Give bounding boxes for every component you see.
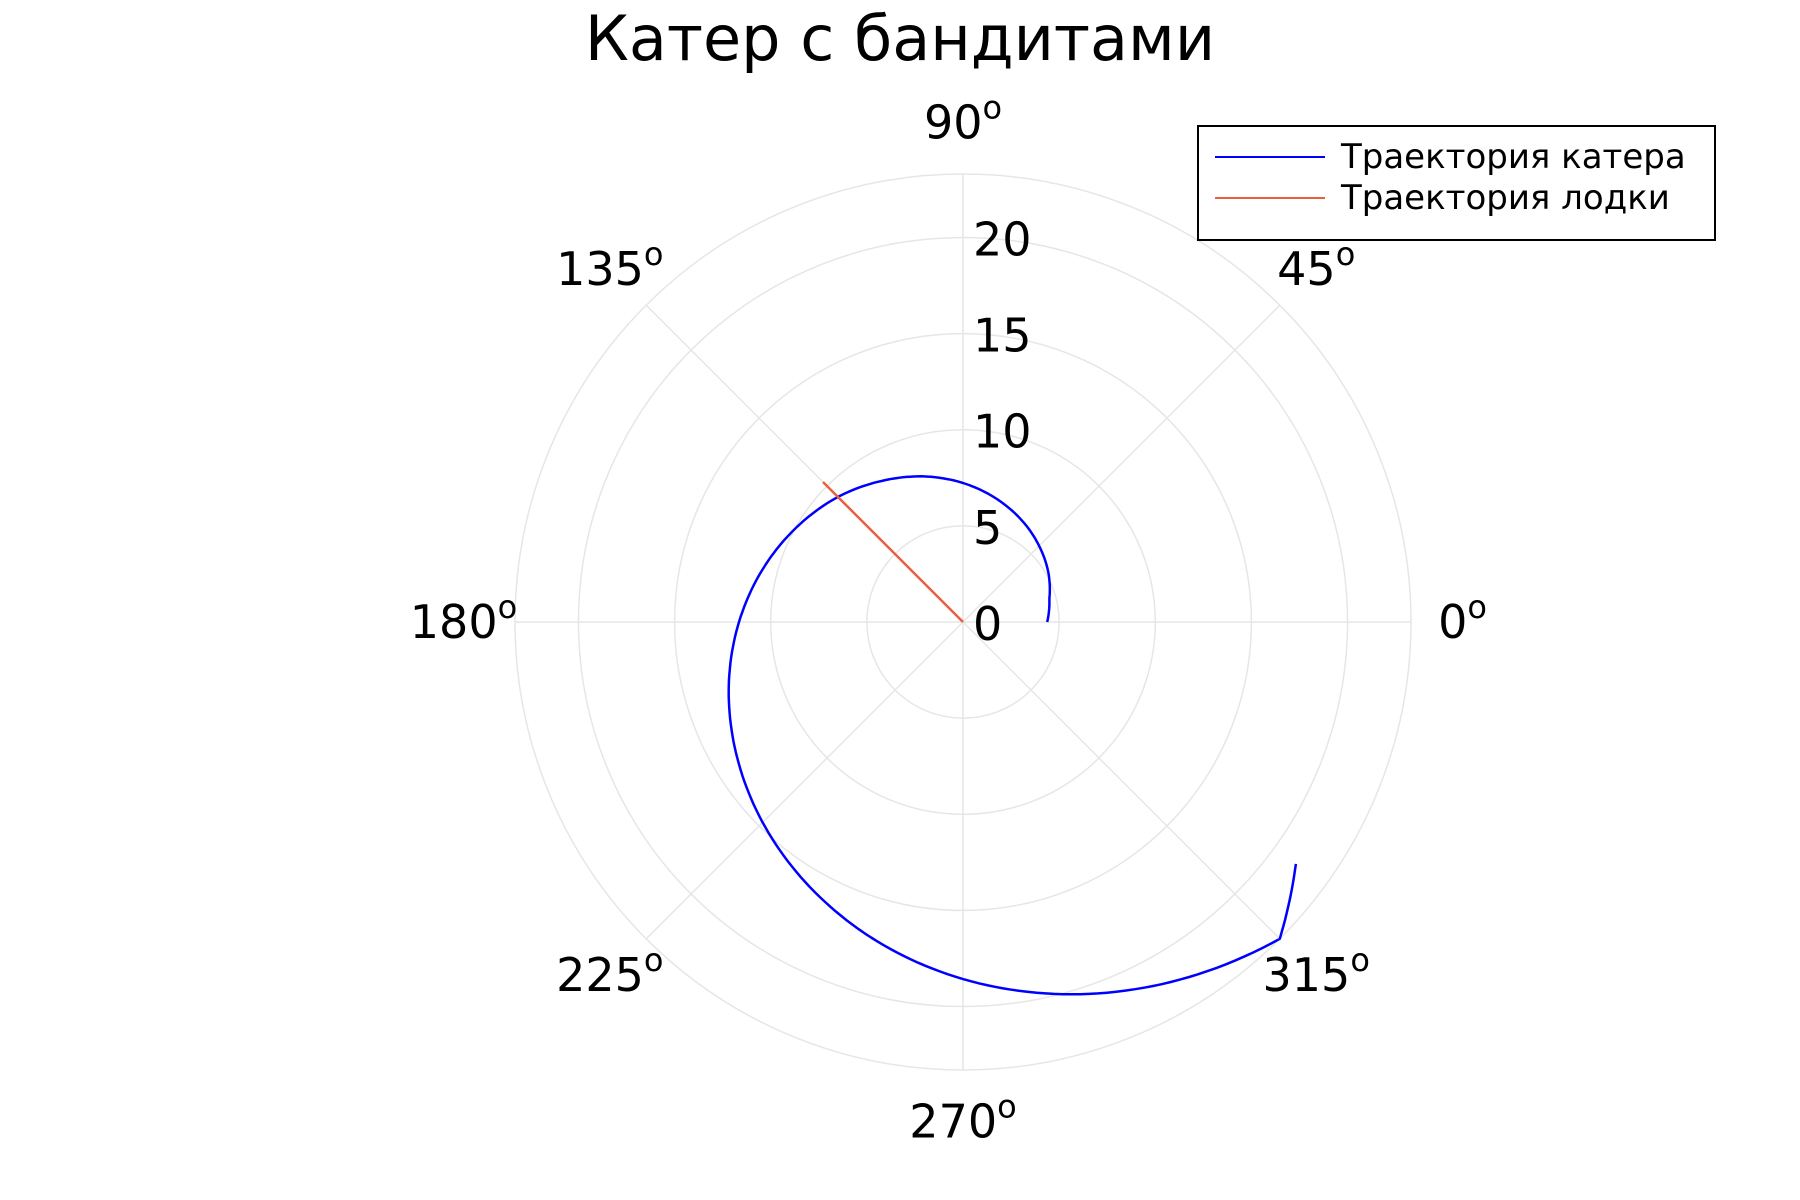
series-line-small-boat-trajectory xyxy=(822,481,964,623)
legend-entry-small-boat: Траектория лодки xyxy=(1215,178,1670,218)
angle-tick-label: 90o xyxy=(924,88,1002,149)
legend-label-boat: Траектория катера xyxy=(1341,137,1686,177)
angle-tick-label: 0o xyxy=(1438,588,1487,649)
angle-tick-label: 45o xyxy=(1277,235,1355,296)
angle-tick-label: 180o xyxy=(410,588,517,649)
angle-tick-label: 270o xyxy=(909,1088,1016,1149)
grid-spoke xyxy=(962,304,1281,623)
legend-label-small-boat: Траектория лодки xyxy=(1341,178,1670,218)
legend-swatch-boat xyxy=(1215,156,1325,158)
grid-spoke xyxy=(962,621,1281,940)
radial-tick-label: 15 xyxy=(973,309,1032,363)
tick-labels: 0o 45o 90o 135o 180o 225o 270o 315o 0 5 10 15 20 xyxy=(410,88,1487,1148)
series-line-boat-trajectory xyxy=(727,475,1298,996)
radial-tick-label: 20 xyxy=(973,212,1032,266)
legend-entry-boat: Траектория катера xyxy=(1215,137,1686,177)
radial-tick-label: 5 xyxy=(973,501,1002,555)
radial-tick-label: 0 xyxy=(973,597,1002,651)
angle-tick-label: 135o xyxy=(556,235,663,296)
angle-tick-label: 315o xyxy=(1263,941,1370,1002)
legend: Траектория катера Траектория лодки xyxy=(1197,125,1716,241)
legend-swatch-small-boat xyxy=(1215,197,1325,199)
grid-spoke xyxy=(645,621,964,940)
angle-tick-label: 225o xyxy=(556,941,663,1002)
radial-tick-label: 10 xyxy=(973,405,1032,459)
chart-title: Катер с бандитами xyxy=(584,2,1216,75)
series-layer xyxy=(727,475,1298,996)
